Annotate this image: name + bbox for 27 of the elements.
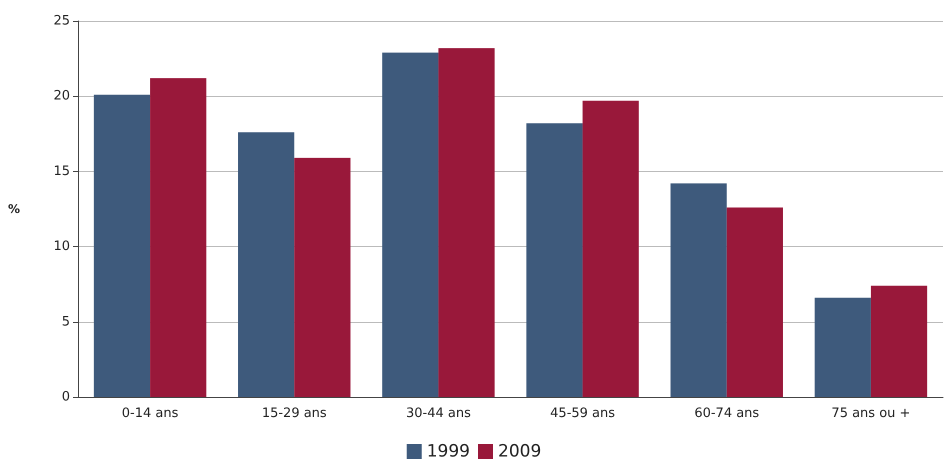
bar <box>582 100 639 397</box>
bar <box>726 207 783 397</box>
y-tick-label: 0 <box>62 390 70 404</box>
bar <box>94 94 150 397</box>
x-tick-label: 0-14 ans <box>122 406 179 421</box>
bar <box>870 286 928 397</box>
bar <box>294 158 350 397</box>
legend-label: 2009 <box>498 442 542 462</box>
bar <box>150 78 206 397</box>
x-tick-label: 45-59 ans <box>550 406 616 421</box>
y-tick-label: 5 <box>62 314 70 330</box>
y-tick-label: 25 <box>53 14 70 28</box>
x-tick-label: 30-44 ans <box>406 406 472 421</box>
x-tick-label: 15-29 ans <box>262 406 327 421</box>
legend-label: 1999 <box>426 442 470 462</box>
x-tick-label: 75 ans ou + <box>831 406 910 421</box>
bar <box>526 123 583 397</box>
y-tick-label: 20 <box>53 88 70 104</box>
x-tick-label: 60-74 ans <box>694 406 760 421</box>
bar <box>670 183 727 397</box>
bar <box>382 52 438 397</box>
y-axis-title: % <box>8 202 20 216</box>
bar <box>814 298 871 397</box>
bar <box>438 48 495 397</box>
y-tick-label: 15 <box>53 164 70 179</box>
y-tick-label: 10 <box>53 239 70 254</box>
bar <box>238 132 294 397</box>
